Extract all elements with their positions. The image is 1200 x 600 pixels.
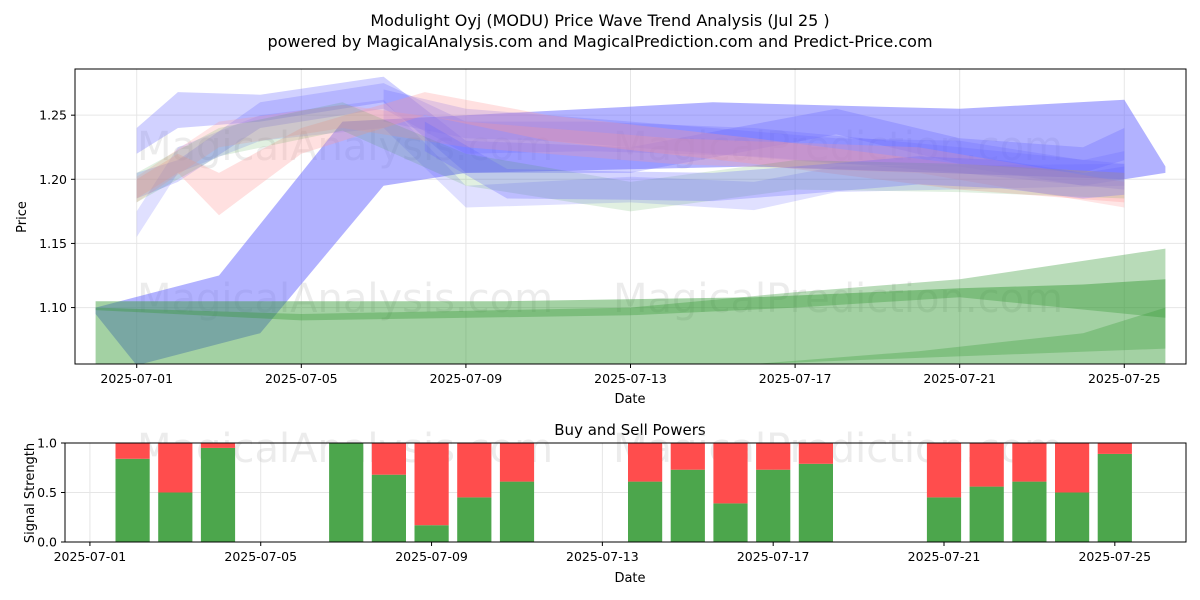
sell-bar — [628, 443, 663, 482]
sell-bar — [670, 443, 705, 470]
signal-ticks: 2025-07-01 2025-07-05 2025-07-09 2025-07-13… — [37, 436, 1151, 565]
price-band-pink-8 — [136, 92, 1125, 216]
price-y-label: Price — [15, 201, 30, 233]
price-band-blue-5 — [136, 83, 1125, 199]
sell-bar — [371, 443, 406, 475]
price-x-tick-label: 2025-07-01 — [100, 371, 173, 386]
price-band-green-1 — [95, 279, 1166, 364]
buy-bar — [798, 463, 833, 542]
price-y-tick-label: 1.25 — [39, 108, 67, 123]
signal-x-tick-label: 2025-07-01 — [54, 549, 127, 564]
sell-bar — [756, 443, 791, 470]
buy-bar — [926, 497, 962, 542]
price-x-tick-label: 2025-07-17 — [759, 371, 832, 386]
watermark-prediction-mid: MagicalPrediction.com — [613, 276, 1063, 322]
price-band-blue-11 — [424, 121, 1125, 202]
buy-bar — [628, 481, 663, 542]
price-y-tick-label: 1.10 — [39, 300, 67, 315]
buy-bar — [329, 443, 364, 542]
sell-bar — [499, 443, 535, 482]
buy-bar — [713, 503, 748, 542]
sell-bar — [115, 443, 150, 459]
buy-bar — [1055, 492, 1090, 542]
buy-bar — [158, 492, 193, 542]
sell-bar — [457, 443, 492, 498]
buy-bar — [1012, 481, 1047, 542]
signal-x-tick-label: 2025-07-09 — [395, 549, 468, 564]
chart-title-line2: powered by MagicalAnalysis.com and Magic… — [267, 32, 932, 51]
sell-bar — [969, 443, 1004, 487]
signal-y-tick-label: 1.0 — [37, 436, 57, 451]
price-band-blue-4 — [136, 76, 1125, 173]
signal-x-tick-label: 2025-07-13 — [566, 549, 639, 564]
sell-bar — [1012, 443, 1047, 482]
sell-bar — [1055, 443, 1090, 493]
sell-bar — [798, 443, 833, 464]
buy-bar — [115, 458, 150, 542]
price-x-label: Date — [614, 392, 645, 407]
price-bands — [95, 76, 1166, 364]
price-x-tick-label: 2025-07-13 — [594, 371, 667, 386]
signal-title: Buy and Sell Powers — [554, 421, 706, 439]
price-y-tick-label: 1.15 — [39, 236, 67, 251]
price-x-tick-label: 2025-07-21 — [923, 371, 996, 386]
price-band-green-2 — [95, 248, 1166, 321]
buy-bar — [457, 497, 492, 542]
price-panel: MagicalAnalysis.com MagicalPrediction.co… — [15, 68, 1187, 407]
signal-y-label: Signal Strength — [23, 443, 38, 543]
signal-x-tick-label: 2025-07-05 — [224, 549, 297, 564]
price-x-tick-label: 2025-07-09 — [430, 371, 503, 386]
price-band-blue-6 — [136, 99, 1125, 237]
buy-bar — [414, 525, 449, 542]
signal-x-tick-label: 2025-07-25 — [1078, 549, 1151, 564]
sell-bar — [926, 443, 962, 498]
price-band-blue-7 — [383, 89, 1125, 186]
sell-bar — [158, 443, 193, 493]
sell-bar — [200, 443, 236, 448]
signal-panel: Buy and Sell Powers MagicalAnalysis.com … — [23, 421, 1187, 586]
price-ticks: 2025-07-01 2025-07-05 2025-07-09 2025-07-13… — [39, 108, 1160, 386]
buy-bar — [200, 447, 236, 542]
buy-bar — [371, 474, 406, 542]
signal-x-tick-label: 2025-07-21 — [908, 549, 981, 564]
price-x-tick-label: 2025-07-05 — [265, 371, 338, 386]
price-band-pink-9 — [136, 104, 1125, 208]
sell-bar — [713, 443, 748, 504]
buy-bar — [969, 486, 1004, 542]
chart-title-line1: Modulight Oyj (MODU) Price Wave Trend An… — [370, 11, 829, 30]
signal-x-tick-label: 2025-07-17 — [737, 549, 810, 564]
buy-bar — [756, 469, 791, 542]
signal-x-label: Date — [614, 571, 645, 586]
buy-bar — [499, 481, 535, 542]
signal-y-tick-label: 0.5 — [37, 485, 57, 500]
signal-y-tick-label: 0.0 — [37, 535, 57, 550]
price-y-tick-label: 1.20 — [39, 172, 67, 187]
signal-bars — [115, 443, 1132, 542]
buy-bar — [1097, 453, 1132, 542]
price-band-green-10 — [136, 102, 1125, 212]
price-x-tick-label: 2025-07-25 — [1088, 371, 1161, 386]
sell-bar — [414, 443, 449, 526]
buy-bar — [670, 469, 705, 542]
price-band-blue-0 — [95, 99, 1166, 364]
price-band-green-3 — [753, 307, 1166, 364]
sell-bar — [1097, 443, 1132, 454]
